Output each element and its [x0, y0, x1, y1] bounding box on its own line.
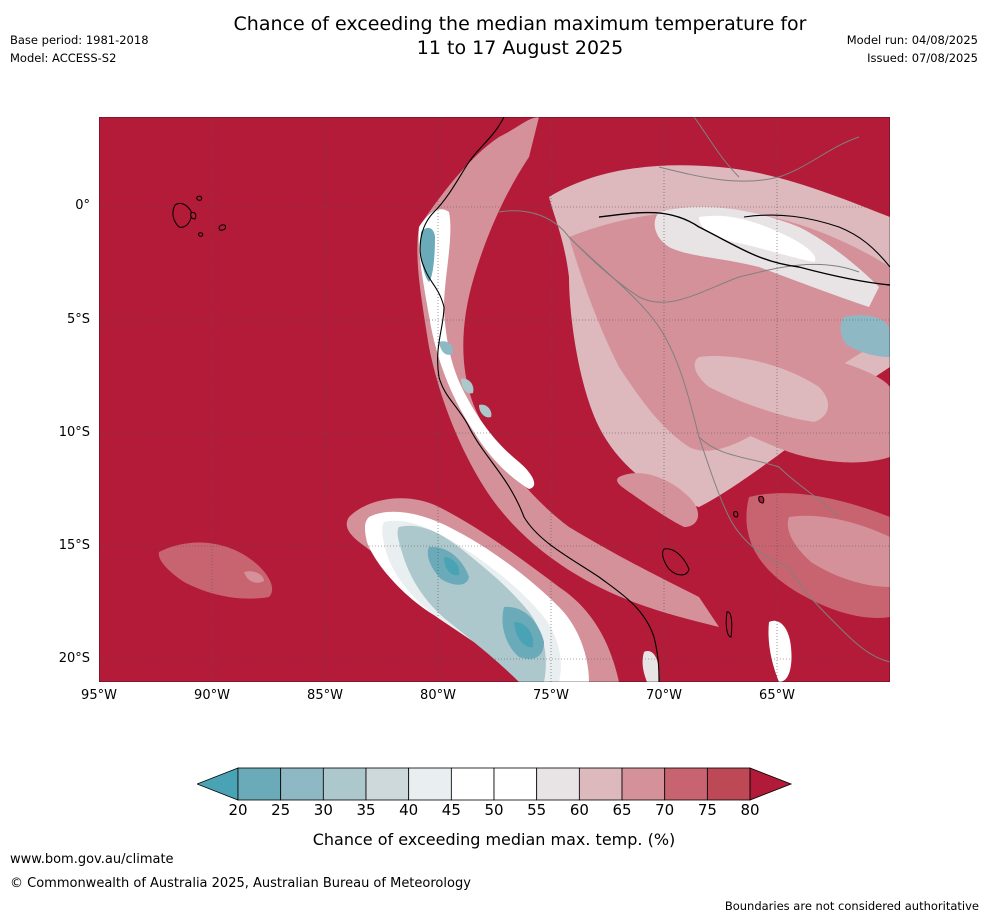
lat-label-0: 0° [75, 198, 90, 213]
lat-label-20s: 20°S [58, 651, 90, 666]
colorbar-tick-label: 65 [612, 801, 632, 819]
contour-east-blue [840, 315, 890, 357]
contour-altiplano-60 [617, 473, 699, 527]
meta-right: Model run: 04/08/2025 Issued: 07/08/2025 [847, 31, 978, 67]
footer-website[interactable]: www.bom.gov.au/climate [10, 852, 174, 867]
map-canvas [99, 117, 890, 682]
country-borders [498, 117, 890, 663]
contour-south-inland-70 [787, 515, 890, 587]
footer-disclaimer: Boundaries are not considered authoritat… [724, 899, 979, 913]
contour-south-white2 [642, 651, 660, 682]
lon-label-85w: 85°W [307, 688, 343, 703]
contour-south-white [768, 620, 792, 682]
gridlines [99, 117, 890, 682]
colorbar-tick-label: 45 [441, 801, 461, 819]
colorbar-cell [322, 767, 367, 801]
title-line-1: Chance of exceeding the median maximum t… [233, 13, 807, 35]
lon-label-80w: 80°W [420, 688, 456, 703]
colorbar [197, 767, 793, 801]
colorbar-tick-label: 25 [271, 801, 291, 819]
contour-coast-blue-mid3 [479, 404, 492, 418]
issued-date: Issued: 07/08/2025 [867, 51, 978, 65]
map-title: Chance of exceeding the median maximum t… [0, 12, 988, 60]
contour-coast-60 [417, 117, 719, 627]
base-period: Base period: 1981-2018 [10, 33, 149, 47]
lat-label-15s: 15°S [58, 538, 90, 553]
colorbar-tick-label: 40 [399, 801, 419, 819]
lon-label-95w: 95°W [81, 688, 117, 703]
colorbar-cell [621, 767, 666, 801]
galapagos-islands [172, 195, 226, 237]
contour-coast-blue-mid2 [461, 378, 474, 394]
colorbar-tick-label: 80 [740, 801, 760, 819]
model-run: Model run: 04/08/2025 [846, 33, 978, 47]
colorbar-cell [280, 767, 324, 801]
colorbar-tick-label: 35 [356, 801, 376, 819]
footer-copyright: © Commonwealth of Australia 2025, Austra… [10, 876, 471, 891]
colorbar-cell [664, 767, 708, 801]
title-line-2: 11 to 17 August 2025 [416, 37, 624, 59]
coastline [419, 117, 890, 682]
contour-offshore-20b [514, 622, 534, 648]
colorbar-cell [450, 767, 495, 801]
colorbar-tick-label: 55 [527, 801, 547, 819]
colorbar-arrow-high [749, 767, 793, 801]
meta-left: Base period: 1981-2018 Model: ACCESS-S2 [10, 31, 149, 67]
colorbar-tick-label: 50 [484, 801, 504, 819]
model-name: Model: ACCESS-S2 [10, 51, 117, 65]
colorbar-cell [237, 767, 282, 801]
lon-label-90w: 90°W [194, 688, 230, 703]
colorbar-tick-label: 60 [569, 801, 589, 819]
lon-label-75w: 75°W [533, 688, 569, 703]
contour-west-blob-inner [244, 571, 264, 583]
colorbar-cell [578, 767, 623, 801]
contour-coast-blue-mid [439, 341, 454, 355]
colorbar-cells [197, 767, 793, 801]
colorbar-label: Chance of exceeding median max. temp. (%… [312, 830, 676, 849]
colorbar-cell [365, 767, 410, 801]
lakes [662, 496, 765, 638]
lat-label-10s: 10°S [58, 425, 90, 440]
contour-offshore-20 [444, 557, 460, 576]
contour-mid-60 [694, 356, 829, 422]
colorbar-cell [536, 767, 580, 801]
colorbar-cell [706, 767, 751, 801]
colorbar-cell [493, 767, 538, 801]
lon-label-70w: 70°W [646, 688, 682, 703]
lat-label-5s: 5°S [66, 312, 90, 327]
contour-inland-white [699, 215, 816, 262]
colorbar-tick-label: 30 [313, 801, 333, 819]
colorbar-cell [408, 767, 452, 801]
colorbar-tick-label: 70 [655, 801, 675, 819]
contour-west-blob [158, 542, 273, 599]
lon-label-65w: 65°W [759, 688, 795, 703]
colorbar-tick-label: 75 [697, 801, 717, 819]
colorbar-arrow-low [197, 767, 239, 801]
colorbar-tick-label: 20 [228, 801, 248, 819]
